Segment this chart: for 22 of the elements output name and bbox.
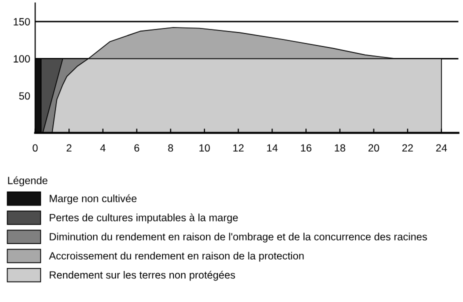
x-tick-label: 10 bbox=[199, 144, 210, 152]
legend-label: Rendement sur les terres non protégées bbox=[50, 270, 236, 281]
legend-label: Diminution du rendement en raison de l'ombrage et de la concurrence des racines bbox=[50, 232, 427, 242]
x-tick-label: 16 bbox=[301, 144, 312, 152]
x-tick-label: 0 bbox=[32, 144, 38, 152]
x-tick-label: 20 bbox=[368, 144, 380, 152]
x-tick-label: 4 bbox=[100, 144, 106, 152]
legend-label: Marge non cultivée bbox=[50, 194, 137, 204]
legend-label: Accroissement du rendement en raison de la protection bbox=[48, 252, 304, 262]
y-tick-label: 150 bbox=[14, 18, 30, 26]
x-tick-label: 24 bbox=[436, 144, 447, 152]
x-tick-label: 14 bbox=[267, 144, 278, 152]
x-tick-label: 22 bbox=[402, 144, 413, 152]
x-tick-label: 2 bbox=[66, 144, 72, 152]
x-tick-label: 6 bbox=[134, 144, 140, 152]
x-tick-label: 12 bbox=[233, 144, 244, 152]
y-tick-label: 50 bbox=[19, 92, 30, 100]
legend-title: Légende bbox=[8, 176, 48, 186]
x-tick-label: 8 bbox=[168, 144, 174, 152]
legend-label: Pertes de cultures imputables à la marge bbox=[50, 214, 238, 224]
y-tick-label: 100 bbox=[14, 55, 30, 63]
x-tick-label: 18 bbox=[334, 144, 346, 152]
